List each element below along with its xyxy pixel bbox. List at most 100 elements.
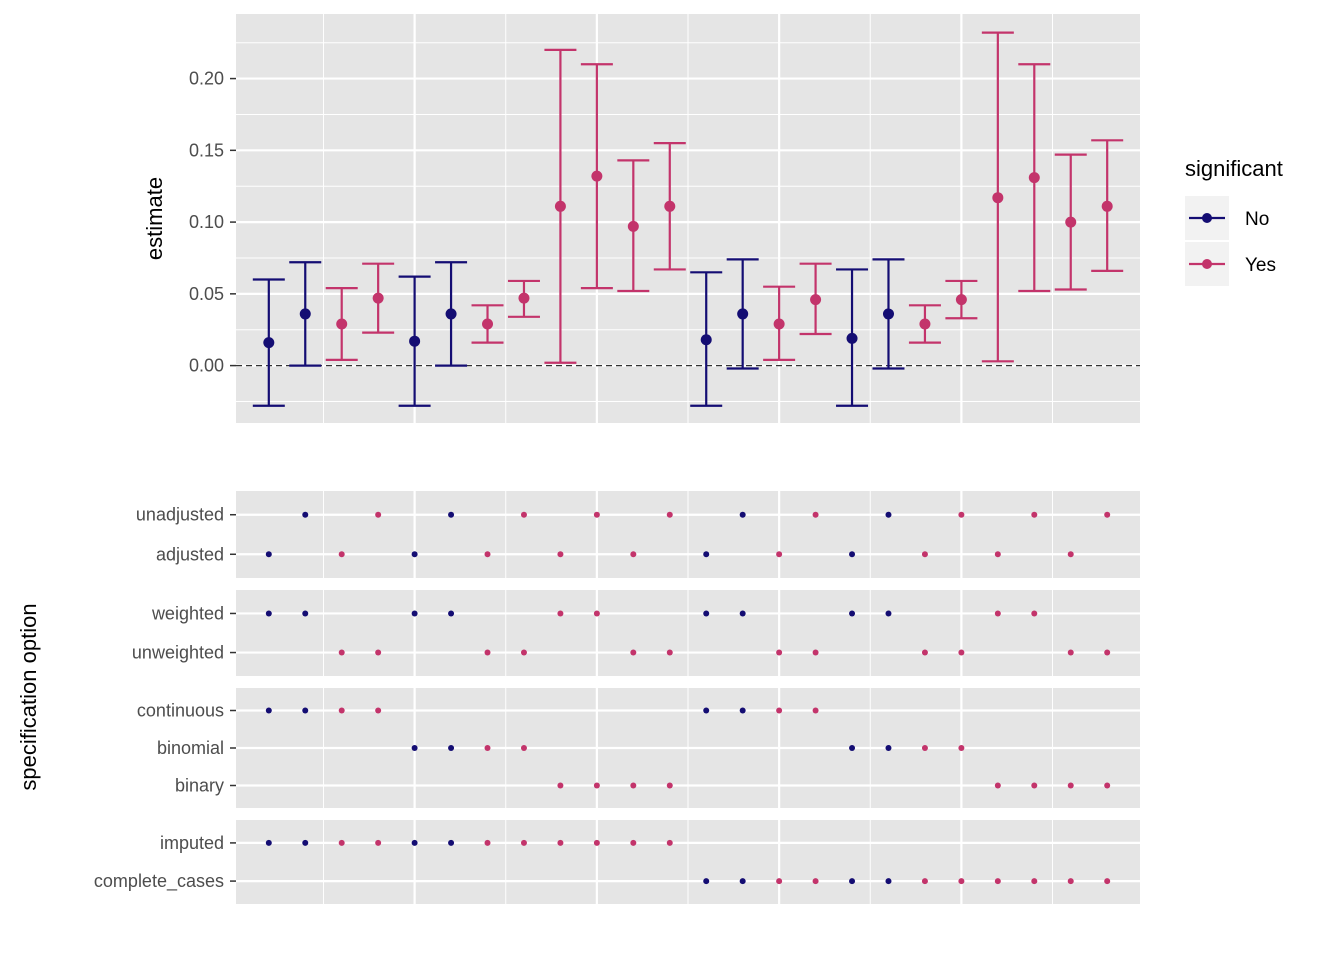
spec-point — [338, 551, 345, 558]
estimate-point — [700, 334, 712, 346]
error-bar — [726, 258, 759, 370]
spec-point — [1067, 878, 1074, 885]
spec-point — [265, 839, 272, 846]
spec-point — [484, 649, 491, 656]
estimate-point — [299, 308, 311, 320]
estimate-point — [737, 308, 749, 320]
error-bar — [507, 279, 540, 318]
spec-point — [484, 745, 491, 751]
error-bar — [325, 287, 358, 361]
spec-point — [812, 649, 819, 656]
error-bar — [435, 261, 468, 367]
spec-point — [448, 511, 455, 518]
spec-point — [411, 839, 418, 846]
spec-option-label: binary — [175, 776, 224, 796]
spec-point — [921, 878, 928, 885]
estimate-point — [554, 200, 566, 212]
spec-point — [666, 511, 673, 518]
spec-point — [448, 839, 455, 846]
error-bar — [580, 63, 613, 290]
spec-point — [921, 745, 928, 751]
error-bar — [799, 262, 832, 336]
spec-point — [1031, 878, 1038, 885]
y-tick-label: 0.05 — [189, 284, 224, 304]
spec-point — [994, 782, 1001, 789]
spec-point — [812, 878, 819, 885]
estimate-point — [1101, 200, 1113, 212]
y-tick-label: 0.15 — [189, 140, 224, 160]
estimate-point — [627, 220, 639, 232]
spec-point — [1067, 551, 1074, 558]
spec-point — [338, 707, 345, 714]
estimate-point — [445, 308, 457, 320]
estimate-point — [664, 200, 676, 212]
estimate-point — [992, 192, 1004, 204]
legend-title: significant — [1185, 156, 1283, 181]
spec-point — [994, 610, 1001, 617]
spec-point — [557, 839, 564, 846]
spec-point — [338, 839, 345, 846]
spec-point — [411, 745, 418, 751]
spec-point — [739, 511, 746, 518]
spec-point — [703, 551, 710, 558]
spec-point — [520, 839, 527, 846]
error-bar — [617, 159, 650, 293]
spec-point — [302, 839, 309, 846]
spec-point — [776, 551, 783, 558]
error-bar — [908, 304, 941, 344]
spec-point — [1104, 649, 1111, 656]
spec-point — [630, 551, 637, 558]
spec-point — [958, 745, 965, 751]
error-bar — [981, 31, 1014, 363]
spec-point — [812, 707, 819, 714]
estimate-point — [591, 170, 603, 182]
spec-point — [921, 649, 928, 656]
spec-point — [302, 610, 309, 617]
spec-point — [885, 745, 892, 751]
spec-point — [302, 511, 309, 518]
spec-point — [1104, 782, 1111, 789]
spec-facet-panel: unadjusted adjusted — [136, 491, 1145, 578]
spec-point — [739, 707, 746, 714]
spec-point — [812, 511, 819, 518]
spec-point — [1031, 782, 1038, 789]
spec-point — [375, 839, 382, 846]
legend-key-point-yes — [1202, 259, 1212, 269]
error-bar — [872, 258, 905, 370]
spec-facet-panel: weighted unweighted — [132, 590, 1145, 676]
y-axis-title: estimate — [142, 177, 167, 260]
estimate-point — [810, 294, 822, 306]
estimate-point — [1028, 172, 1040, 184]
spec-point — [411, 551, 418, 558]
spec-point — [849, 745, 856, 751]
spec-point — [484, 551, 491, 558]
error-bar — [289, 261, 322, 367]
legend-label-yes: Yes — [1245, 255, 1276, 276]
spec-point — [1067, 649, 1074, 656]
spec-point — [1104, 878, 1111, 885]
spec-option-label: imputed — [160, 833, 224, 853]
spec-point — [739, 878, 746, 885]
y-tick-label: 0.20 — [189, 69, 224, 89]
spec-point — [265, 610, 272, 617]
spec-point — [958, 878, 965, 885]
legend-key-point-no — [1202, 213, 1212, 223]
spec-point — [958, 511, 965, 518]
spec-point — [1067, 782, 1074, 789]
spec-point — [1104, 511, 1111, 518]
spec-point — [849, 551, 856, 558]
estimate-plot: 0.00 0.05 0.10 0.15 0.20 estimate — [142, 14, 1145, 423]
spec-facet-panel: imputed complete_cases — [94, 820, 1145, 904]
estimate-point — [919, 318, 931, 330]
spec-point — [666, 782, 673, 789]
spec-point — [776, 649, 783, 656]
error-bar — [252, 278, 285, 407]
spec-point — [375, 707, 382, 714]
spec-point — [593, 839, 600, 846]
spec-option-label: adjusted — [156, 544, 224, 564]
y-tick-label: 0.10 — [189, 212, 224, 232]
spec-point — [703, 707, 710, 714]
error-bar — [1018, 63, 1051, 293]
spec-point — [885, 511, 892, 518]
error-bar — [1091, 139, 1124, 272]
